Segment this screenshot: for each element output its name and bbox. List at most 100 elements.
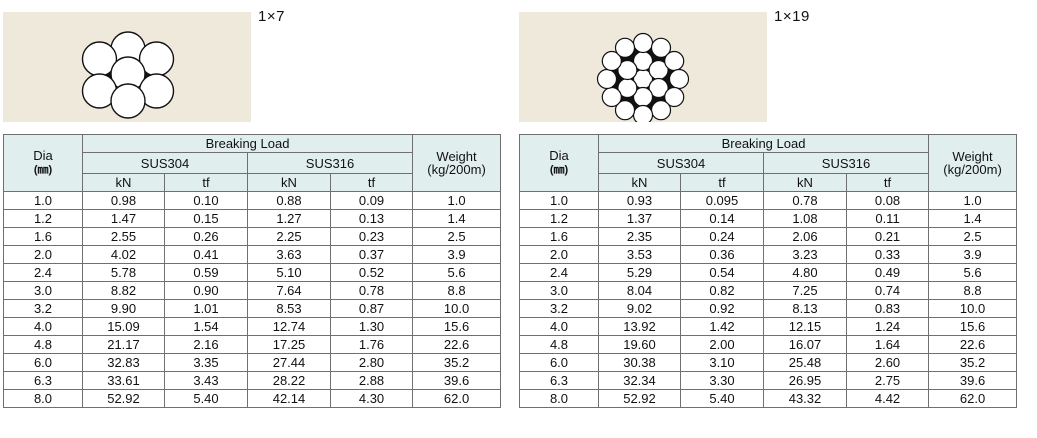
- cell-weight: 15.6: [412, 317, 502, 336]
- spec-label: 1×7: [258, 8, 285, 25]
- strand-1x7-wires: [81, 31, 175, 119]
- cell-sus304-kn: 2.55: [82, 227, 165, 246]
- cell-weight: 22.6: [412, 335, 502, 354]
- cell-sus316-kn: 7.64: [247, 281, 331, 300]
- cell-weight: 8.8: [412, 281, 502, 300]
- cell-sus304-kn: 15.09: [82, 317, 165, 336]
- cell-dia: 1.6: [3, 227, 83, 246]
- cell-sus304-kn: 33.61: [82, 371, 165, 390]
- cell-weight: 1.4: [928, 209, 1018, 228]
- table-row: 2.4 5.78 0.59 5.10 0.52 5.6: [3, 263, 502, 282]
- table-row: 3.2 9.90 1.01 8.53 0.87 10.0: [3, 299, 502, 318]
- cell-dia: 2.4: [3, 263, 83, 282]
- cell-sus316-kn: 16.07: [763, 335, 847, 354]
- unit-kn-header: kN: [598, 173, 681, 192]
- cell-sus316-tf: 1.24: [845, 317, 930, 336]
- table-row: 1.0 0.93 0.095 0.78 0.08 1.0: [519, 191, 1018, 210]
- cell-sus304-tf: 5.40: [680, 389, 764, 408]
- cell-dia: 3.0: [3, 281, 83, 300]
- cell-sus316-kn: 28.22: [247, 371, 331, 390]
- cell-sus304-kn: 52.92: [598, 389, 681, 408]
- cell-sus304-tf: 0.24: [680, 227, 764, 246]
- cell-sus316-tf: 0.23: [329, 227, 414, 246]
- cell-sus316-kn: 4.80: [763, 263, 847, 282]
- cell-sus304-tf: 0.54: [680, 263, 764, 282]
- strand-1x7-icon: [81, 31, 175, 119]
- cell-sus304-tf: 0.10: [164, 191, 248, 210]
- cell-dia: 6.3: [3, 371, 83, 390]
- cell-dia: 2.0: [3, 245, 83, 264]
- cell-sus316-tf: 2.75: [845, 371, 930, 390]
- cell-weight: 22.6: [928, 335, 1018, 354]
- table-row: 6.3 32.34 3.30 26.95 2.75 39.6: [519, 371, 1018, 390]
- cell-dia: 3.2: [3, 299, 83, 318]
- cell-sus304-tf: 0.82: [680, 281, 764, 300]
- cell-weight: 3.9: [412, 245, 502, 264]
- cell-sus304-kn: 32.83: [82, 353, 165, 372]
- unit-tf-header: tf: [164, 173, 248, 192]
- cell-sus316-kn: 0.88: [247, 191, 331, 210]
- cell-sus304-kn: 1.37: [598, 209, 681, 228]
- cell-dia: 1.0: [3, 191, 83, 210]
- table-row: 2.4 5.29 0.54 4.80 0.49 5.6: [519, 263, 1018, 282]
- cell-sus316-tf: 0.83: [845, 299, 930, 318]
- unit-kn-header: kN: [247, 173, 331, 192]
- cell-sus316-tf: 0.09: [329, 191, 414, 210]
- spec-label: 1×19: [774, 8, 810, 25]
- strand-1x19-icon: [596, 32, 690, 122]
- cell-sus304-kn: 0.98: [82, 191, 165, 210]
- cell-sus304-tf: 1.01: [164, 299, 248, 318]
- cell-sus304-tf: 0.15: [164, 209, 248, 228]
- cell-dia: 1.2: [3, 209, 83, 228]
- cell-weight: 5.6: [412, 263, 502, 282]
- cell-sus304-tf: 2.16: [164, 335, 248, 354]
- grade-sus316-header: SUS316: [246, 152, 414, 174]
- cell-sus316-kn: 12.15: [763, 317, 847, 336]
- cell-sus316-kn: 2.06: [763, 227, 847, 246]
- cell-weight: 8.8: [928, 281, 1018, 300]
- cell-sus316-kn: 3.23: [763, 245, 847, 264]
- cell-dia: 4.8: [3, 335, 83, 354]
- cell-sus304-tf: 3.43: [164, 371, 248, 390]
- unit-tf-header: tf: [680, 173, 764, 192]
- breaking-load-table: Dia (㎜) Breaking Load Weight (kg/200m) S…: [519, 134, 1018, 408]
- cell-sus316-tf: 0.87: [329, 299, 414, 318]
- strand-thumbnail: [519, 12, 767, 122]
- cell-sus304-kn: 8.04: [598, 281, 681, 300]
- cell-sus316-kn: 43.32: [763, 389, 847, 408]
- cell-sus304-kn: 9.90: [82, 299, 165, 318]
- cell-weight: 62.0: [928, 389, 1018, 408]
- cell-sus316-kn: 8.53: [247, 299, 331, 318]
- cell-sus304-kn: 1.47: [82, 209, 165, 228]
- unit-tf-header: tf: [845, 173, 930, 192]
- table-row: 1.2 1.37 0.14 1.08 0.11 1.4: [519, 209, 1018, 228]
- table-row: 6.3 33.61 3.43 28.22 2.88 39.6: [3, 371, 502, 390]
- cell-sus316-kn: 1.27: [247, 209, 331, 228]
- table-row: 2.0 3.53 0.36 3.23 0.33 3.9: [519, 245, 1018, 264]
- cell-sus304-tf: 0.095: [680, 191, 764, 210]
- cell-sus304-kn: 52.92: [82, 389, 165, 408]
- cell-dia: 4.0: [519, 317, 599, 336]
- cell-dia: 6.0: [3, 353, 83, 372]
- cell-sus316-tf: 0.11: [845, 209, 930, 228]
- cell-sus316-tf: 0.78: [329, 281, 414, 300]
- cell-sus316-tf: 4.30: [329, 389, 414, 408]
- cell-weight: 15.6: [928, 317, 1018, 336]
- cell-sus304-tf: 5.40: [164, 389, 248, 408]
- cell-sus316-tf: 1.76: [329, 335, 414, 354]
- table-row: 4.8 21.17 2.16 17.25 1.76 22.6: [3, 335, 502, 354]
- cell-dia: 3.2: [519, 299, 599, 318]
- cell-sus316-tf: 2.80: [329, 353, 414, 372]
- cell-sus304-kn: 13.92: [598, 317, 681, 336]
- cell-sus316-tf: 0.21: [845, 227, 930, 246]
- grade-sus304-header: SUS304: [82, 152, 248, 174]
- weight-header: Weight (kg/200m): [928, 134, 1018, 192]
- cell-sus304-tf: 0.41: [164, 245, 248, 264]
- cell-weight: 10.0: [928, 299, 1018, 318]
- cell-sus316-tf: 1.30: [329, 317, 414, 336]
- cell-dia: 1.0: [519, 191, 599, 210]
- strand-thumbnail: [3, 12, 251, 122]
- cell-sus316-kn: 7.25: [763, 281, 847, 300]
- cell-weight: 39.6: [928, 371, 1018, 390]
- grade-sus316-header: SUS316: [762, 152, 930, 174]
